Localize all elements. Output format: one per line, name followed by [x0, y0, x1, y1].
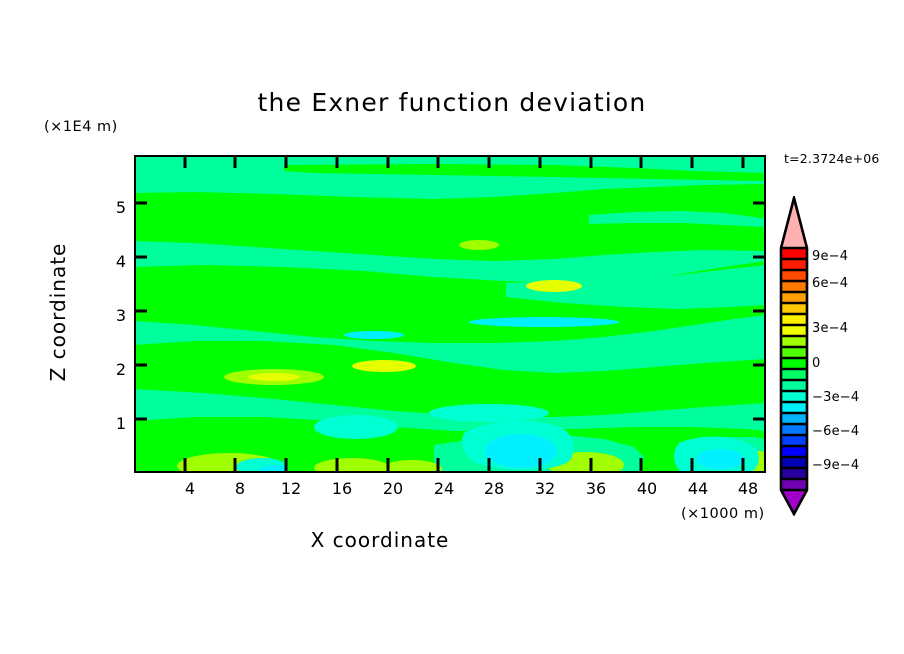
- colorbar-tick-label-2: 3e−4: [812, 321, 849, 336]
- colorbar-tick-label-0: 9e−4: [812, 249, 849, 264]
- y-axis-title: Z coordinate: [46, 242, 70, 382]
- colorbar-swatches: [781, 198, 807, 514]
- x-axis-ticks: [183, 458, 745, 473]
- y-axis-ticks: [134, 201, 147, 421]
- contour-bands: [134, 155, 766, 473]
- y-axis-ticks-right: [753, 201, 766, 421]
- x-tick-label-0: 4: [184, 479, 196, 498]
- contour-patch-yellow-2: [248, 373, 300, 381]
- x-axis-unit-label: (×1000 m): [681, 506, 765, 522]
- colorbar[interactable]: [778, 196, 812, 516]
- x-tick-label-3: 16: [331, 479, 353, 498]
- contour-band-green-upper: [134, 184, 766, 261]
- contour-pocket-cyan-6: [469, 317, 619, 327]
- contour-band-green-lower: [134, 341, 766, 417]
- y-tick-label-3: 2: [115, 360, 126, 379]
- x-tick-label-4: 20: [382, 479, 404, 498]
- y-tick-label-2: 3: [115, 306, 126, 325]
- x-tick-label-9: 40: [636, 479, 658, 498]
- colorbar-tick-label-1: 6e−4: [812, 276, 849, 291]
- contour-patch-yellow-1: [352, 360, 416, 372]
- colorbar-tick-label-6: −9e−4: [812, 458, 860, 473]
- colorbar-tick-label-3: 0: [812, 356, 821, 371]
- x-tick-label-1: 8: [234, 479, 246, 498]
- page-title: the Exner function deviation: [257, 88, 647, 117]
- colorbar-gridlines: [781, 246, 807, 492]
- colorbar-tick-label-5: −6e−4: [812, 424, 860, 439]
- colorbar-extend-bottom: [781, 490, 807, 514]
- x-tick-label-2: 12: [280, 479, 302, 498]
- y-tick-label-4: 1: [115, 414, 126, 433]
- contour-pocket-cyan-5: [429, 404, 549, 422]
- contour-pocket-cyan-core-1: [485, 434, 557, 468]
- contour-patch-yellowgreen-3: [382, 460, 442, 473]
- contour-pocket-cyan-core-2: [696, 449, 744, 469]
- contour-detail-upper-2: [284, 164, 766, 181]
- contour-lens-spring-mid: [506, 265, 766, 309]
- contour-pocket-cyan-7: [344, 331, 404, 339]
- x-tick-label-11: 48: [737, 479, 759, 498]
- contour-patch-yellowgreen-7: [459, 240, 499, 250]
- x-axis-title: X coordinate: [310, 528, 450, 552]
- contour-lens-spring-upper: [589, 211, 766, 227]
- y-tick-label-1: 4: [115, 252, 126, 271]
- timestamp-annotation: t=2.3724e+06: [784, 151, 880, 166]
- y-axis-unit-label: (×1E4 m): [44, 119, 118, 135]
- contour-patch-yellowgreen-2: [314, 458, 390, 473]
- y-tick-label-0: 5: [115, 198, 126, 217]
- colorbar-extend-top: [781, 198, 807, 248]
- contour-field: [134, 155, 766, 473]
- x-tick-label-10: 44: [687, 479, 709, 498]
- contour-patch-yellow-3: [526, 280, 582, 292]
- x-axis-ticks-top: [183, 155, 745, 168]
- x-tick-label-5: 24: [433, 479, 455, 498]
- contour-pocket-cyan-4: [314, 415, 398, 439]
- x-tick-label-7: 32: [534, 479, 556, 498]
- x-tick-label-8: 36: [585, 479, 607, 498]
- colorbar-outline: [779, 196, 809, 516]
- x-tick-label-6: 28: [483, 479, 505, 498]
- colorbar-tick-label-4: −3e−4: [812, 390, 860, 405]
